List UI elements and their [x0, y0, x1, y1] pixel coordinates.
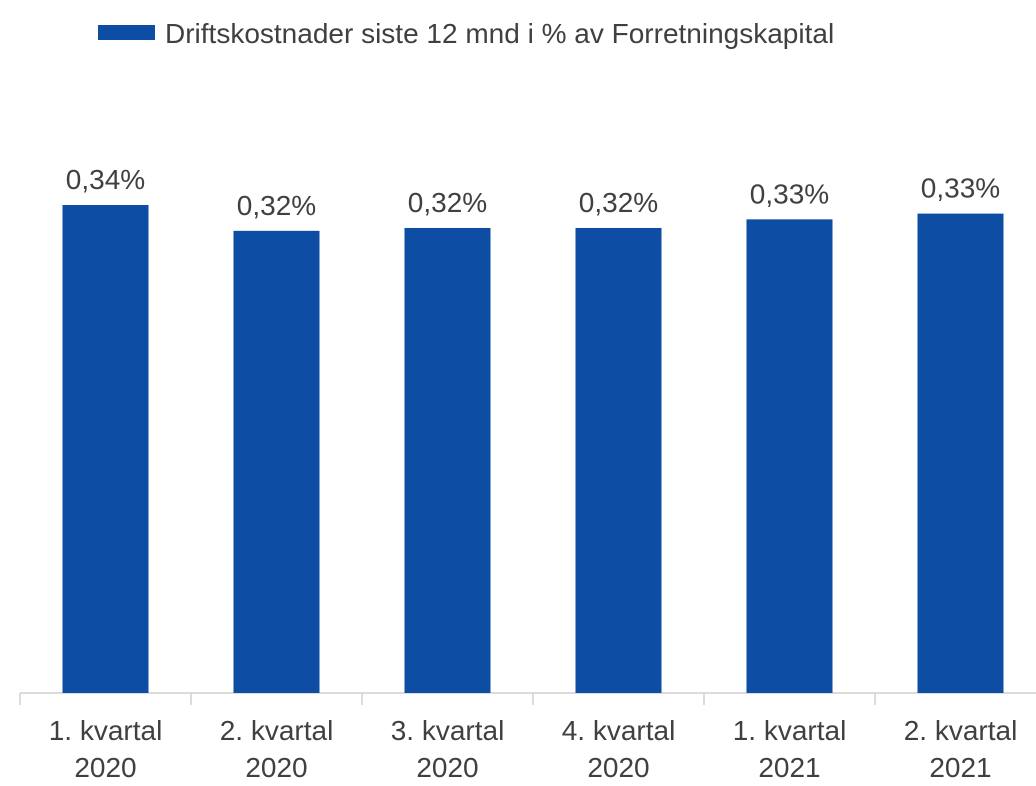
bar: [746, 219, 833, 693]
x-tick-label: 3. kvartal 2020: [390, 715, 505, 783]
value-label: 0,32%: [579, 187, 658, 218]
value-label: 0,32%: [237, 190, 316, 221]
bar: [233, 230, 320, 693]
x-tick-label: 4. kvartal 2020: [561, 715, 676, 783]
value-label: 0,33%: [750, 178, 829, 209]
value-label: 0,34%: [66, 164, 145, 195]
bar: [575, 227, 662, 693]
bar: [62, 205, 149, 693]
x-tick-label: 2. kvartal 2020: [219, 715, 334, 783]
legend-label: Driftskostnader siste 12 mnd i % av Forr…: [165, 18, 834, 49]
x-tick-label: 1. kvartal 2021: [732, 715, 847, 783]
x-tick-label: 1. kvartal 2020: [48, 715, 163, 783]
x-tick-label: 2. kvartal 2021: [903, 715, 1018, 783]
bar: [404, 227, 491, 693]
legend-swatch: [98, 25, 155, 40]
value-label: 0,33%: [921, 173, 1000, 204]
bar: [917, 213, 1004, 694]
value-label: 0,32%: [408, 187, 487, 218]
